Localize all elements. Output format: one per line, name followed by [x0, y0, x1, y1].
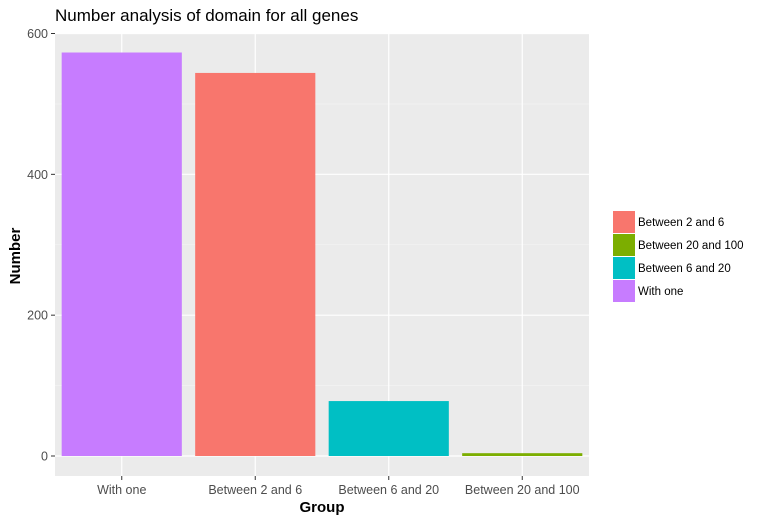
legend-swatch: [613, 234, 635, 256]
legend-label: With one: [638, 286, 683, 298]
legend-swatch: [613, 211, 635, 233]
chart-title: Number analysis of domain for all genes: [55, 6, 358, 25]
bar-2: [195, 72, 316, 456]
x-axis-title: Group: [300, 499, 345, 516]
legend-label: Between 6 and 20: [638, 263, 731, 275]
bar-4: [462, 453, 583, 456]
bar-3: [328, 401, 449, 456]
y-tick-label: 600: [27, 27, 48, 41]
x-axis: With one Between 2 and 6 Between 6 and 20 B…: [97, 476, 580, 497]
y-axis: 0 200 400 600: [27, 27, 55, 464]
x-tick-label: Between 20 and 100: [465, 483, 580, 497]
y-tick-label: 200: [27, 309, 48, 323]
x-tick-label: Between 2 and 6: [208, 483, 302, 497]
x-tick-label: Between 6 and 20: [338, 483, 439, 497]
legend: Between 2 and 6 Between 20 and 100 Between…: [613, 211, 744, 302]
legend-label: Between 20 and 100: [638, 240, 744, 252]
y-tick-label: 400: [27, 168, 48, 182]
y-tick-label: 0: [41, 450, 48, 464]
bars: [61, 52, 583, 456]
x-tick-label: With one: [97, 483, 146, 497]
legend-swatch: [613, 257, 635, 279]
bar-1: [61, 52, 182, 456]
legend-swatch: [613, 280, 635, 302]
legend-label: Between 2 and 6: [638, 217, 724, 229]
y-axis-title: Number: [7, 228, 24, 285]
